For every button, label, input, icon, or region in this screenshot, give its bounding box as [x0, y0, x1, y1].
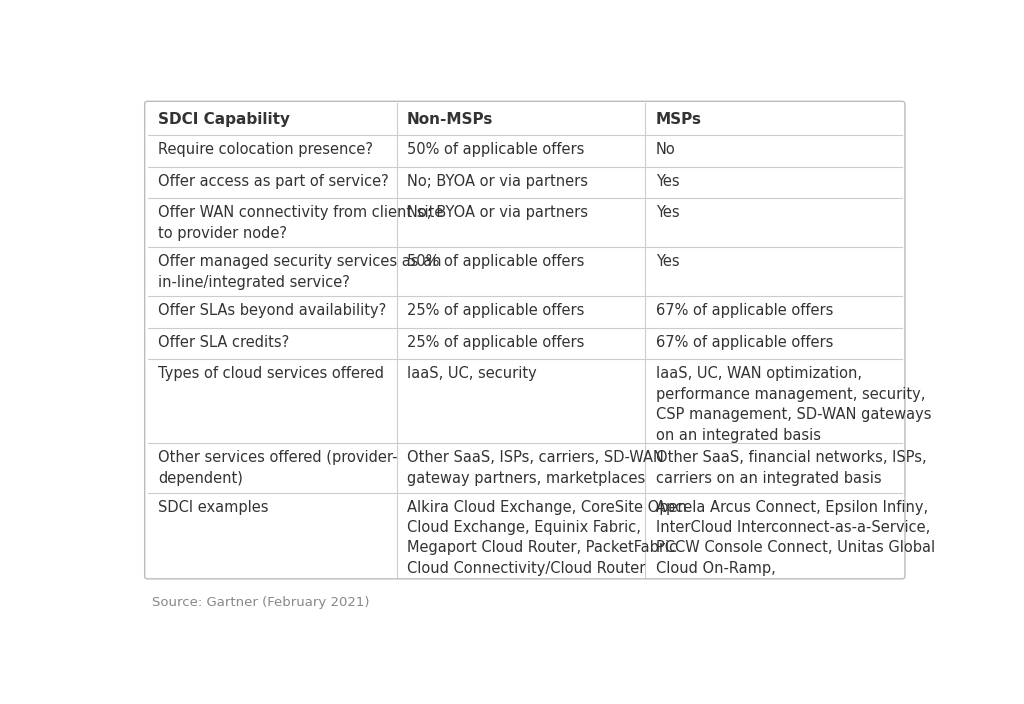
Text: Offer managed security services as an
in-line/integrated service?: Offer managed security services as an in… [158, 254, 441, 289]
Text: No: No [655, 142, 676, 157]
Text: No; BYOA or via partners: No; BYOA or via partners [407, 174, 588, 189]
Text: SDCI Capability: SDCI Capability [158, 112, 290, 127]
Text: 50% of applicable offers: 50% of applicable offers [407, 142, 585, 157]
FancyBboxPatch shape [144, 101, 905, 579]
Text: Other SaaS, ISPs, carriers, SD-WAN
gateway partners, marketplaces: Other SaaS, ISPs, carriers, SD-WAN gatew… [407, 451, 664, 486]
Text: Yes: Yes [655, 254, 679, 269]
Text: Source: Gartner (February 2021): Source: Gartner (February 2021) [152, 596, 370, 609]
Text: Yes: Yes [655, 174, 679, 189]
Text: 50% of applicable offers: 50% of applicable offers [407, 254, 585, 269]
Text: 67% of applicable offers: 67% of applicable offers [655, 335, 834, 350]
Text: IaaS, UC, WAN optimization,
performance management, security,
CSP management, SD: IaaS, UC, WAN optimization, performance … [655, 366, 931, 443]
Text: MSPs: MSPs [655, 112, 701, 127]
Text: Apcela Arcus Connect, Epsilon Infiny,
InterCloud Interconnect-as-a-Service,
PCCW: Apcela Arcus Connect, Epsilon Infiny, In… [655, 500, 935, 576]
Text: Offer SLAs beyond availability?: Offer SLAs beyond availability? [158, 303, 386, 318]
Text: Types of cloud services offered: Types of cloud services offered [158, 366, 384, 382]
Text: Offer access as part of service?: Offer access as part of service? [158, 174, 389, 189]
Text: Non-MSPs: Non-MSPs [407, 112, 494, 127]
Text: Yes: Yes [655, 205, 679, 220]
Text: 67% of applicable offers: 67% of applicable offers [655, 303, 834, 318]
Text: Offer SLA credits?: Offer SLA credits? [158, 335, 290, 350]
Text: 25% of applicable offers: 25% of applicable offers [407, 335, 585, 350]
Text: Offer WAN connectivity from client site
to provider node?: Offer WAN connectivity from client site … [158, 205, 443, 241]
Text: Other services offered (provider-
dependent): Other services offered (provider- depend… [158, 451, 397, 486]
Text: Alkira Cloud Exchange, CoreSite Open
Cloud Exchange, Equinix Fabric,
Megaport Cl: Alkira Cloud Exchange, CoreSite Open Clo… [407, 500, 687, 576]
Text: Other SaaS, financial networks, ISPs,
carriers on an integrated basis: Other SaaS, financial networks, ISPs, ca… [655, 451, 927, 486]
Text: Require colocation presence?: Require colocation presence? [158, 142, 373, 157]
Text: SDCI examples: SDCI examples [158, 500, 268, 515]
Text: IaaS, UC, security: IaaS, UC, security [407, 366, 537, 382]
Text: 25% of applicable offers: 25% of applicable offers [407, 303, 585, 318]
Text: No; BYOA or via partners: No; BYOA or via partners [407, 205, 588, 220]
